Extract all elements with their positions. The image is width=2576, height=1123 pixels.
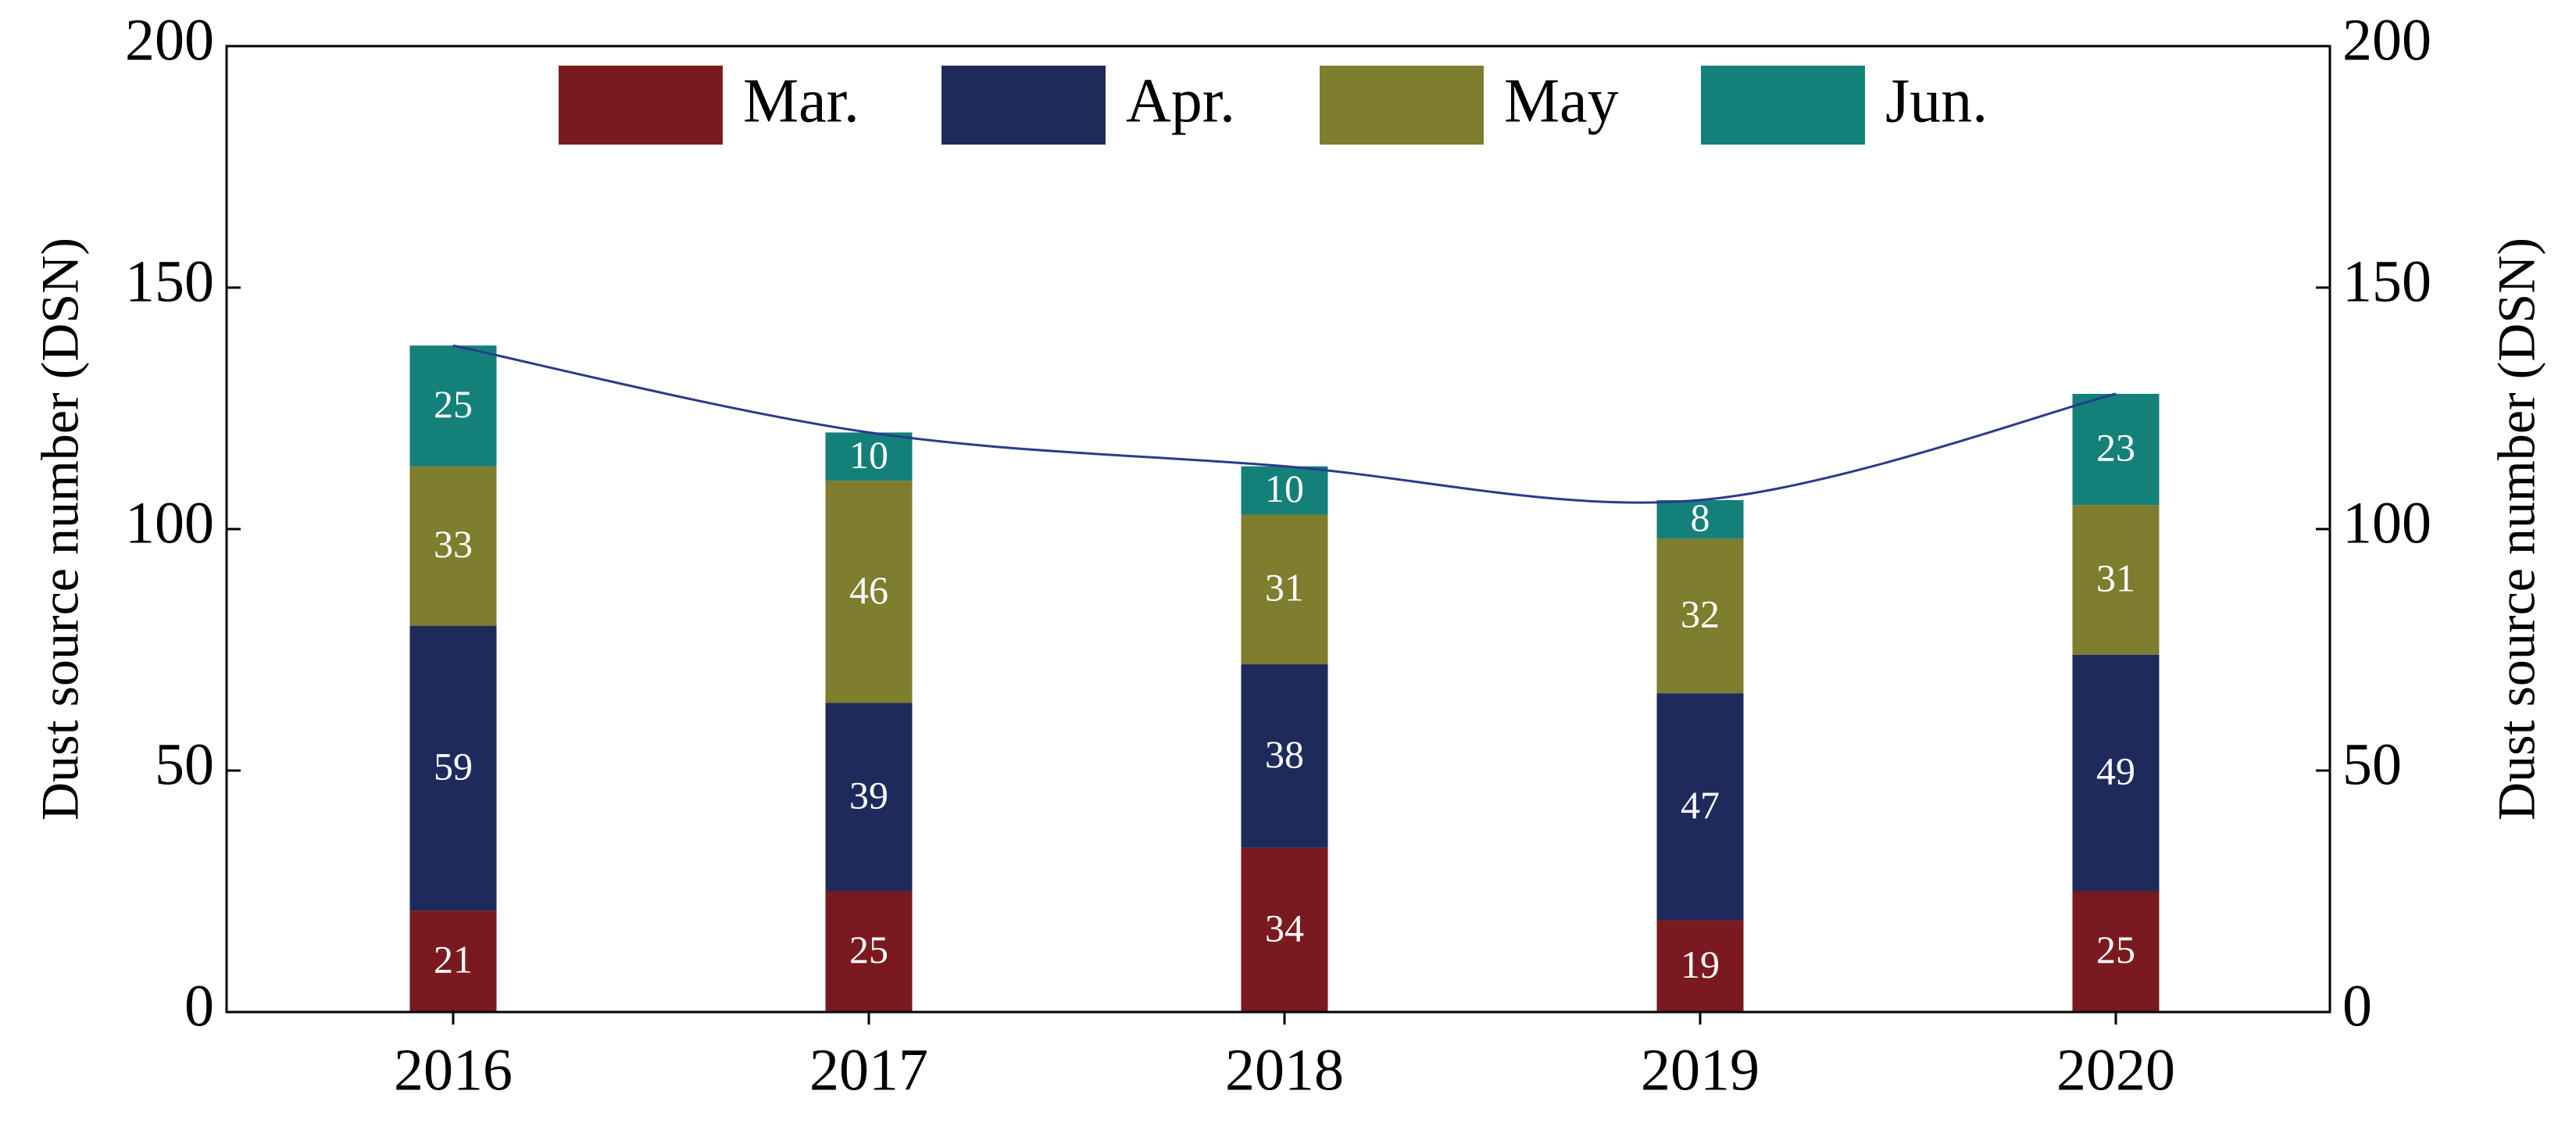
data-label: 49	[2096, 749, 2135, 793]
legend-label: Jun.	[1885, 66, 1988, 135]
bar-segment	[1656, 693, 1744, 921]
legend-label: Mar.	[743, 66, 859, 135]
legend-swatch	[1320, 66, 1484, 145]
legend-swatch	[559, 66, 723, 145]
bar-segment	[2072, 393, 2160, 506]
x-tick-label: 2019	[1641, 1037, 1760, 1103]
data-label: 32	[1681, 592, 1720, 636]
y2-tick-label: 50	[2342, 731, 2402, 797]
bar-segment	[409, 625, 497, 911]
y2-tick-label: 200	[2342, 7, 2431, 73]
y-tick-label: 0	[184, 973, 214, 1039]
bar-segment	[825, 432, 913, 481]
y2-tick-label: 0	[2342, 973, 2372, 1039]
data-label: 46	[849, 568, 888, 612]
legend-swatch	[941, 66, 1106, 145]
bar-segment	[2072, 891, 2160, 1012]
bar-segment	[1241, 466, 1328, 515]
plot-frame	[225, 45, 2331, 1014]
data-label: 38	[1265, 732, 1304, 776]
data-label: 31	[2096, 556, 2135, 599]
y2-axis-title: Dust source number (DSN)	[2487, 238, 2546, 821]
bar-segment	[1241, 664, 1328, 848]
data-label: 25	[434, 382, 473, 426]
y-tick-label: 200	[125, 7, 214, 73]
x-tick-label: 2018	[1225, 1037, 1344, 1103]
bar-segment	[825, 891, 913, 1012]
data-label: 33	[434, 522, 473, 566]
y-tick-label: 50	[155, 731, 214, 797]
bar-segment	[1656, 499, 1744, 539]
bar-segment	[825, 481, 913, 703]
data-label: 10	[1265, 467, 1304, 510]
data-label: 25	[849, 928, 888, 971]
data-label: 25	[2096, 928, 2135, 971]
y2-tick-label: 150	[2342, 249, 2431, 314]
bar-segment	[1241, 514, 1328, 665]
bar-segment	[409, 466, 497, 626]
bar-segment	[1656, 920, 1744, 1012]
data-label: 19	[1681, 942, 1720, 986]
data-label: 34	[1265, 906, 1304, 950]
legend-label: May	[1504, 66, 1619, 135]
data-label: 47	[1681, 783, 1720, 827]
data-label: 31	[1265, 566, 1304, 610]
bar-segment	[1241, 847, 1328, 1012]
bar-segment	[825, 703, 913, 892]
x-tick-label: 2017	[809, 1037, 928, 1103]
y-tick-label: 150	[125, 249, 214, 314]
data-label: 8	[1691, 495, 1710, 539]
bar-segment	[1656, 538, 1744, 694]
bar-segment	[409, 910, 497, 1012]
data-label: 39	[849, 773, 888, 817]
legend-label: Apr.	[1126, 66, 1235, 135]
bar-segment	[2072, 654, 2160, 892]
y2-tick-label: 100	[2342, 490, 2431, 556]
bar-segment	[409, 345, 497, 467]
data-label: 21	[434, 938, 473, 982]
data-label: 59	[434, 744, 473, 788]
data-label: 10	[849, 433, 888, 477]
y-tick-label: 100	[125, 490, 214, 556]
total-line	[452, 344, 2117, 504]
data-label: 23	[2096, 425, 2135, 469]
x-tick-label: 2020	[2056, 1037, 2175, 1103]
legend-swatch	[1701, 66, 1865, 145]
x-tick-label: 2016	[394, 1037, 513, 1103]
y-axis-title: Dust source number (DSN)	[30, 238, 90, 821]
bar-segment	[2072, 505, 2160, 655]
